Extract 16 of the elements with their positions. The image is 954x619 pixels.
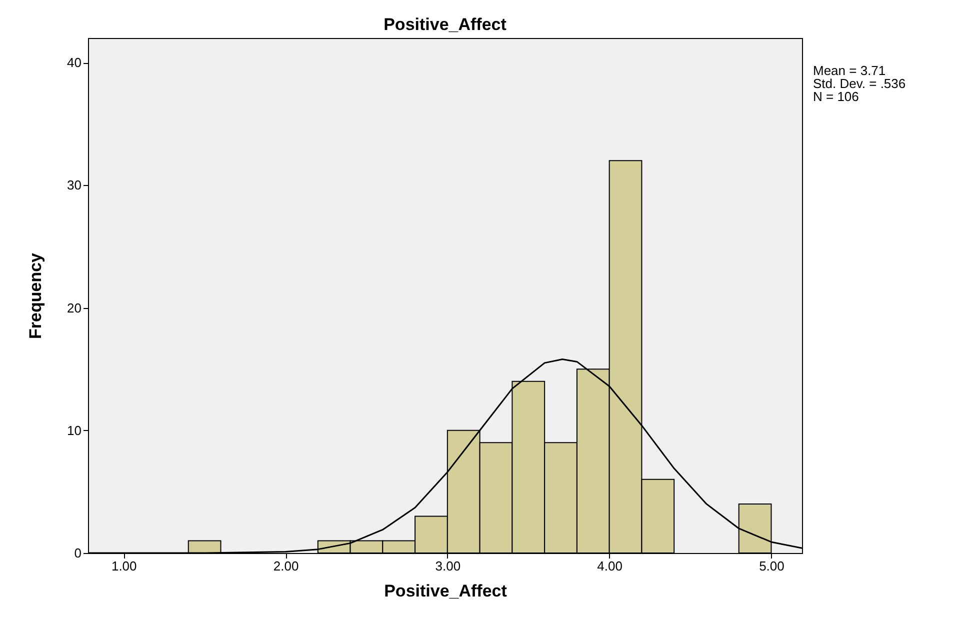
y-tick-label: 0 [74, 546, 82, 560]
text: Mean = 3.71 [813, 63, 887, 78]
x-tick-label: 1.00 [111, 558, 137, 574]
x-tick-label: 5.00 [759, 558, 784, 574]
chart-title: Positive_Affect [384, 15, 507, 34]
y-tick-label: 20 [67, 300, 82, 316]
y-tick-label: 40 [67, 55, 82, 70]
x-tick-label: 3.00 [435, 558, 461, 574]
x-axis-title: Positive_Affect [384, 582, 508, 600]
text: Std. Dev. = .536 [813, 76, 906, 91]
y-tick-label: 30 [67, 178, 82, 193]
x-tick-label: 4.00 [597, 558, 622, 574]
x-tick-label: 2.00 [273, 558, 299, 574]
y-axis-title: Frequency [26, 252, 46, 339]
y-tick-label: 10 [67, 422, 82, 438]
text: N = 106 [813, 89, 860, 104]
